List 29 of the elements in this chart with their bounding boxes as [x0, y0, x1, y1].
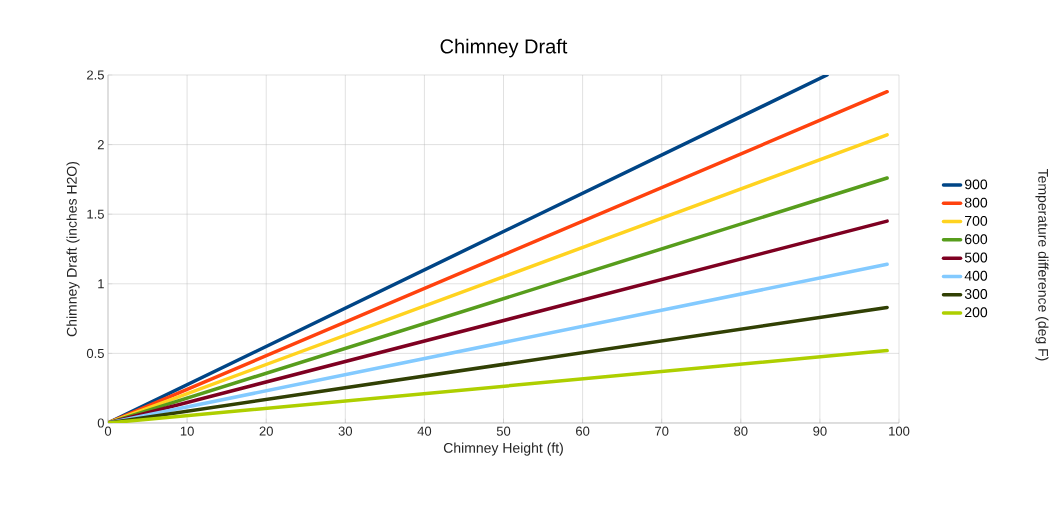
x-tick-label: 80: [734, 426, 748, 436]
x-axis-title: Chimney Height (ft): [443, 442, 563, 456]
x-tick-label: 50: [496, 426, 511, 436]
x-tick-label: 30: [338, 426, 353, 436]
legend-label: 800: [964, 197, 988, 208]
legend-title: Temperature difference (deg F): [1035, 168, 1049, 361]
x-tick-label: 10: [180, 426, 194, 436]
y-tick-label: 2: [97, 140, 104, 150]
chart-title: Chimney Draft: [440, 38, 568, 58]
legend-label: 400: [964, 270, 988, 281]
x-tick-label: 40: [417, 426, 432, 436]
y-axis-title: Chimney Draft (inches H2O): [66, 161, 80, 337]
legend-label: 300: [964, 289, 988, 299]
y-tick-label: 2.5: [87, 70, 104, 80]
x-tick-label: 20: [259, 426, 273, 436]
legend-label: 500: [964, 252, 988, 263]
legend-label: 600: [965, 234, 988, 245]
y-tick-label: 1: [98, 279, 104, 289]
legend-label: 900: [964, 179, 988, 190]
legend-label: 700: [965, 215, 988, 226]
x-tick-label: 60: [576, 426, 590, 436]
y-tick-label: 1.5: [87, 209, 104, 219]
legend-label: 200: [965, 307, 988, 318]
x-tick-label: 0: [104, 426, 112, 436]
y-tick-label: 0.5: [86, 348, 104, 358]
x-tick-label: 90: [813, 426, 827, 436]
x-tick-label: 100: [889, 426, 910, 436]
x-tick-label: 70: [655, 426, 669, 436]
y-tick-label: 0: [97, 418, 104, 428]
